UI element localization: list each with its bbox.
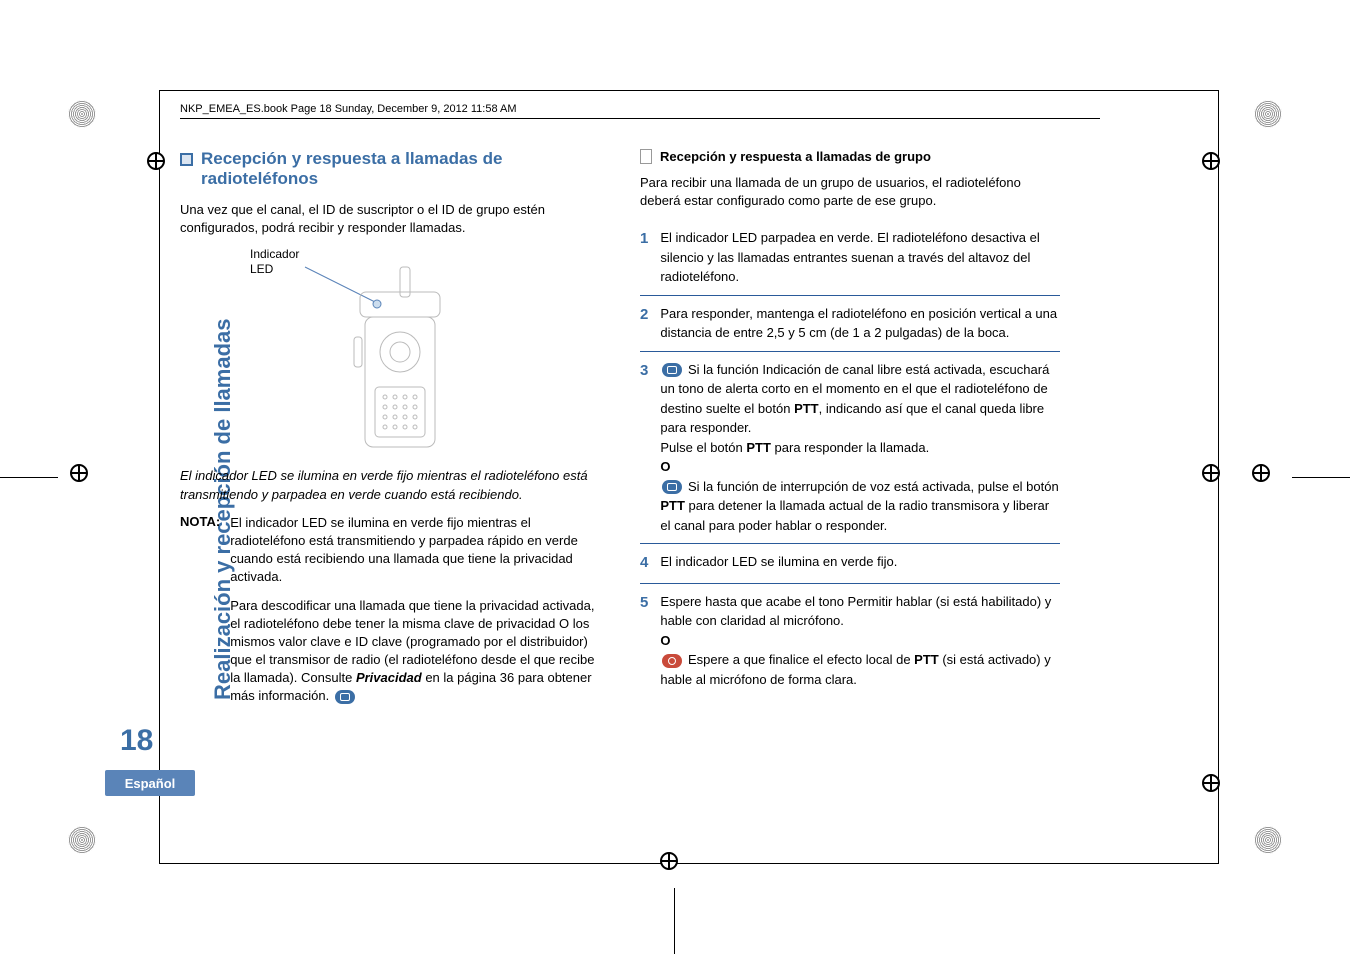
intro-paragraph: Una vez que el canal, el ID de suscripto… (180, 201, 600, 237)
page-number: 18 (120, 724, 153, 758)
reg-mark (68, 826, 96, 854)
step-5: 5 Espere hasta que acabe el tono Permiti… (640, 584, 1060, 698)
feature-pill-icon (662, 480, 682, 494)
subheading-text: Recepción y respuesta a llamadas de grup… (660, 149, 931, 164)
radio-diagram: Indicador LED (180, 247, 600, 457)
feature-pill-icon (335, 690, 355, 704)
led-label: Indicador (250, 247, 299, 261)
note-label: NOTA: (180, 514, 220, 716)
reg-mark (147, 152, 175, 180)
radio-svg (180, 247, 600, 457)
doc-icon (640, 149, 652, 164)
reg-mark (1202, 774, 1230, 802)
diagram-caption: El indicador LED se ilumina en verde fij… (180, 467, 600, 503)
header-text: NKP_EMEA_ES.book Page 18 Sunday, Decembe… (180, 103, 517, 115)
reg-mark (1254, 826, 1282, 854)
feature-pill-icon (662, 363, 682, 377)
step-1: 1 El indicador LED parpadea en verde. El… (640, 220, 1060, 296)
section-bullet-icon (180, 153, 193, 166)
reg-mark (1254, 100, 1282, 128)
reg-mark (1202, 152, 1230, 180)
subheading: Recepción y respuesta a llamadas de grup… (640, 149, 1060, 164)
guide (674, 888, 675, 954)
right-column: Recepción y respuesta a llamadas de grup… (640, 149, 1060, 730)
section-title: Recepción y respuesta a llamadas de radi… (180, 149, 600, 189)
note-paragraph-1: El indicador LED se ilumina en verde fij… (230, 514, 600, 587)
note-paragraph-2: Para descodificar una llamada que tiene … (230, 597, 600, 706)
reg-mark (660, 852, 688, 880)
step-4: 4 El indicador LED se ilumina en verde f… (640, 544, 1060, 584)
reg-mark (1202, 464, 1230, 492)
page-content: NKP_EMEA_ES.book Page 18 Sunday, Decembe… (180, 100, 1100, 840)
left-column: Recepción y respuesta a llamadas de radi… (180, 149, 600, 730)
reg-mark (70, 464, 98, 492)
guide (0, 477, 58, 478)
guide (1292, 477, 1350, 478)
note-block: NOTA: El indicador LED se ilumina en ver… (180, 514, 600, 716)
step-3: 3 Si la función Indicación de canal libr… (640, 352, 1060, 545)
book-header: NKP_EMEA_ES.book Page 18 Sunday, Decembe… (180, 100, 1100, 119)
reg-mark (68, 100, 96, 128)
reg-mark (1252, 464, 1280, 492)
right-intro: Para recibir una llamada de un grupo de … (640, 174, 1060, 210)
section-title-text: Recepción y respuesta a llamadas de radi… (201, 149, 600, 189)
step-list: 1 El indicador LED parpadea en verde. El… (640, 220, 1060, 697)
feature-pill-icon (662, 654, 682, 668)
led-label: LED (250, 262, 299, 276)
step-2: 2 Para responder, mantenga el radioteléf… (640, 296, 1060, 352)
